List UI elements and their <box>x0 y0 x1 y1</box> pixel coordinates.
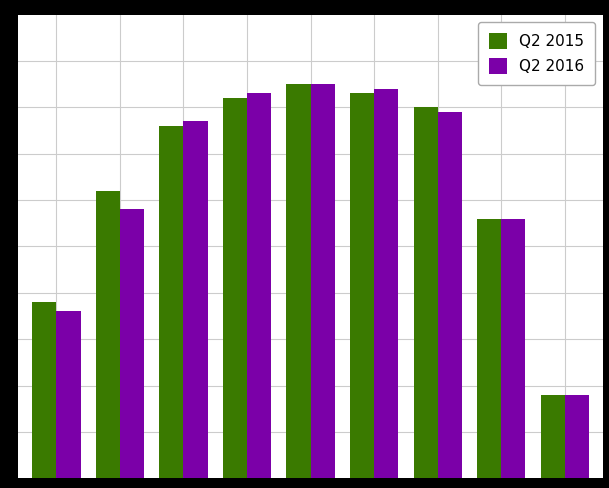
Bar <box>541 395 565 478</box>
Bar <box>477 219 501 478</box>
Bar <box>501 219 526 478</box>
Legend: Q2 2015, Q2 2016: Q2 2015, Q2 2016 <box>478 22 595 85</box>
Bar <box>286 84 311 478</box>
Bar <box>32 302 57 478</box>
Bar <box>311 84 335 478</box>
Bar <box>438 112 462 478</box>
Bar <box>247 94 271 478</box>
Bar <box>120 209 144 478</box>
Bar <box>350 94 374 478</box>
Bar <box>160 126 183 478</box>
Bar <box>57 311 80 478</box>
Bar <box>223 98 247 478</box>
Bar <box>414 107 438 478</box>
Bar <box>183 121 208 478</box>
Bar <box>565 395 589 478</box>
Bar <box>374 89 398 478</box>
Bar <box>96 191 120 478</box>
